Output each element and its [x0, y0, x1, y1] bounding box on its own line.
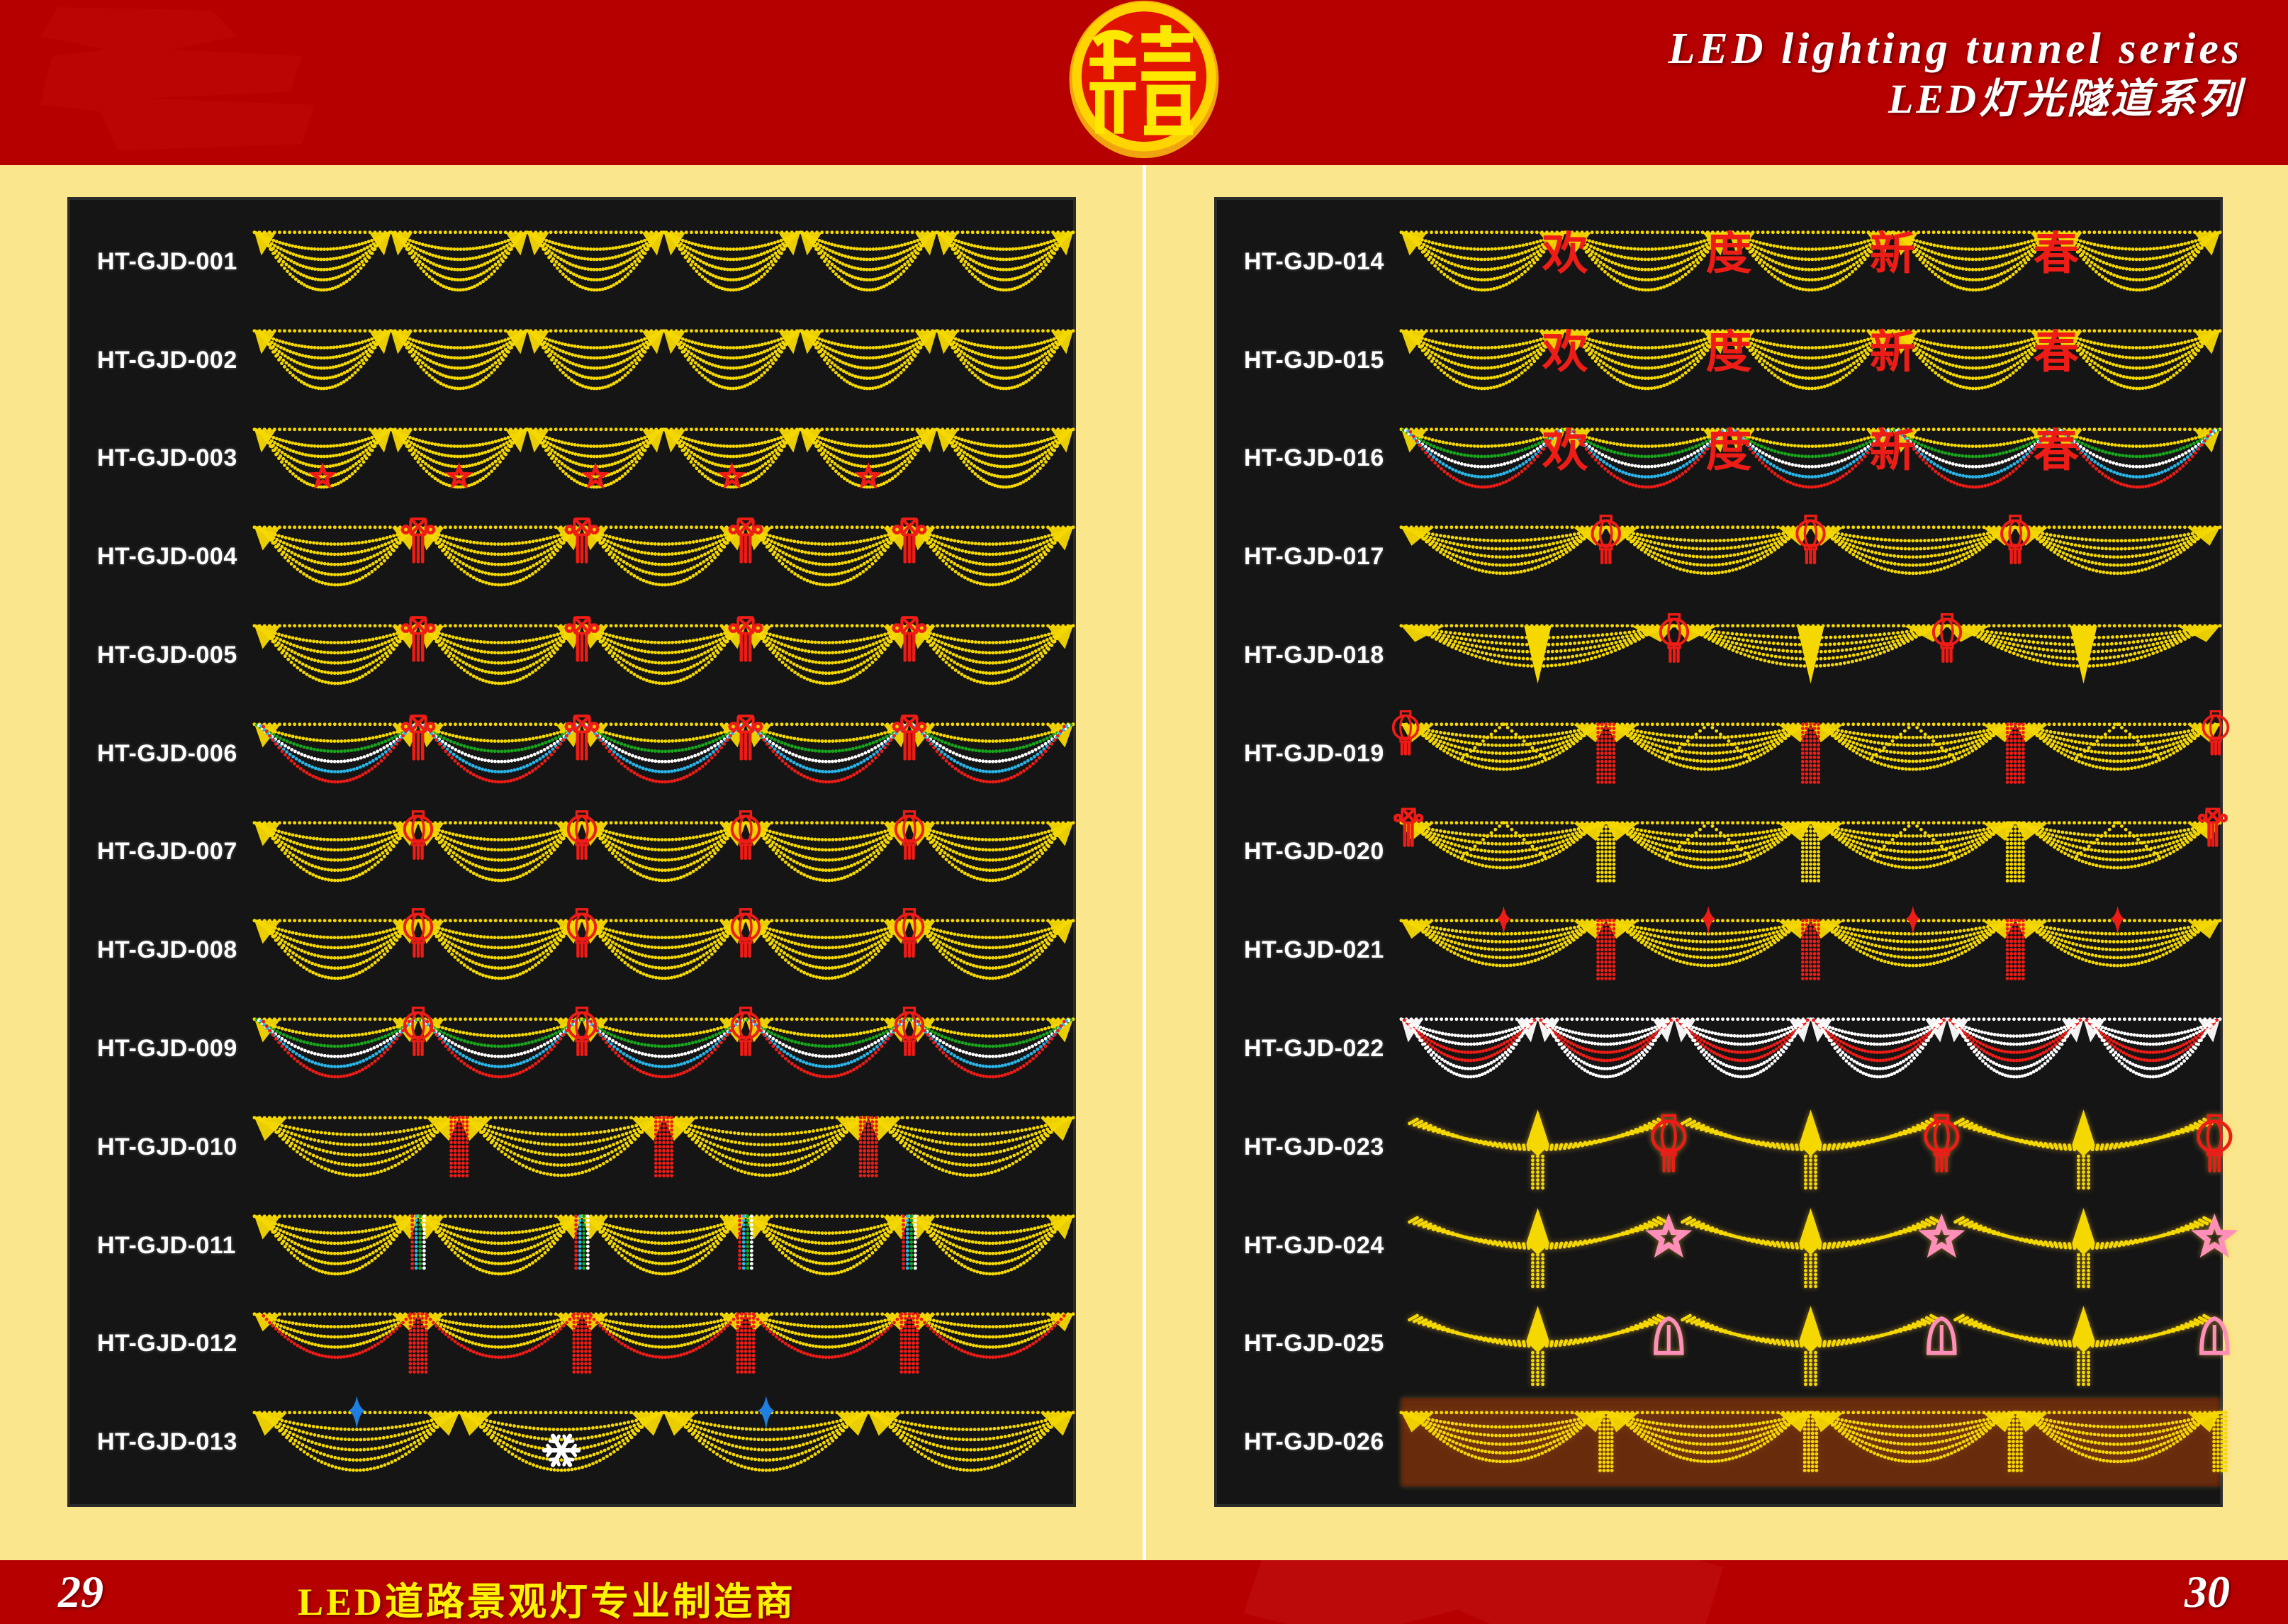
- led-motif-swag-plain: [252, 901, 1075, 999]
- product-code-label: HT-GJD-023: [1217, 1133, 1401, 1161]
- led-motif-swag-double: [252, 1294, 1075, 1393]
- catalog-row: HT-GJD-009: [70, 999, 1075, 1098]
- led-motif-wing-glow: [1401, 1294, 2230, 1393]
- product-code-label: HT-GJD-001: [70, 248, 254, 276]
- product-code-label: HT-GJD-018: [1217, 642, 1401, 669]
- product-code-label: HT-GJD-004: [70, 543, 254, 571]
- led-motif-swag-plain: [252, 213, 1075, 311]
- product-code-label: HT-GJD-016: [1217, 444, 1401, 472]
- led-motif-swag-wing: [1399, 606, 2222, 705]
- catalog-row: HT-GJD-024: [1217, 1197, 2238, 1295]
- product-code-label: HT-GJD-006: [70, 740, 254, 768]
- catalog-row: HT-GJD-001: [70, 213, 1075, 311]
- led-motif-swag-star: [1399, 901, 2222, 999]
- led-motif-swag-plain: [252, 803, 1075, 902]
- product-code-label: HT-GJD-021: [1217, 936, 1401, 964]
- right-catalog-panel: HT-GJD-014 欢度新春 HT-GJD-015 欢度新春 HT-GJD-016 欢度…: [1214, 197, 2238, 1507]
- page-divider: [1143, 165, 1146, 1560]
- product-code-label: HT-GJD-005: [70, 642, 254, 669]
- led-motif-swag-plain: [252, 410, 1075, 508]
- catalog-row: HT-GJD-003: [70, 410, 1075, 508]
- catalog-row: HT-GJD-013: [70, 1393, 1075, 1491]
- catalog-row: HT-GJD-005: [70, 606, 1075, 705]
- product-code-label: HT-GJD-008: [70, 936, 254, 964]
- product-code-label: HT-GJD-024: [1217, 1232, 1401, 1260]
- led-motif-swag-multicolor: 欢度新春: [1399, 410, 2222, 508]
- catalog-row: HT-GJD-020: [1217, 803, 2228, 902]
- product-code-label: HT-GJD-019: [1217, 740, 1401, 768]
- header-title-en: LED lighting tunnel series: [1669, 24, 2243, 75]
- led-motif-swag-plain: [252, 1393, 1075, 1491]
- led-motif-swag-wide: [252, 1197, 1075, 1295]
- catalog-row: HT-GJD-012: [70, 1294, 1075, 1393]
- page-footer: 29 LED道路景观灯专业制造商 30: [0, 1560, 2288, 1624]
- catalog-row: HT-GJD-017: [1217, 508, 2222, 606]
- page-number-right: 30: [2185, 1566, 2230, 1618]
- led-motif-swag-fan: [1391, 705, 2230, 803]
- product-code-label: HT-GJD-009: [70, 1035, 254, 1063]
- product-code-label: HT-GJD-010: [70, 1133, 254, 1161]
- catalog-row: HT-GJD-015 欢度新春: [1217, 311, 2222, 410]
- led-motif-wing-glow: [1401, 1098, 2233, 1197]
- product-code-label: HT-GJD-020: [1217, 838, 1401, 866]
- catalog-row: HT-GJD-007: [70, 803, 1075, 902]
- catalog-row: HT-GJD-014 欢度新春: [1217, 213, 2222, 311]
- led-motif-wing-glow: [1401, 1197, 2238, 1295]
- footer-slogan: LED道路景观灯专业制造商: [298, 1570, 796, 1624]
- led-motif-swag-wide: [252, 1098, 1075, 1197]
- catalog-row: HT-GJD-023: [1217, 1098, 2233, 1197]
- catalog-row: HT-GJD-010: [70, 1098, 1075, 1197]
- catalog-row: HT-GJD-021: [1217, 901, 2222, 999]
- catalog-row: HT-GJD-011: [70, 1197, 1075, 1295]
- header-watermark-graphic: [40, 7, 315, 151]
- product-code-label: HT-GJD-017: [1217, 543, 1401, 571]
- led-motif-swag-whitered: [1399, 999, 2222, 1098]
- catalog-row: HT-GJD-016 欢度新春: [1217, 410, 2222, 508]
- catalog-row: HT-GJD-022: [1217, 999, 2222, 1098]
- product-code-label: HT-GJD-014: [1217, 248, 1401, 276]
- catalog-row: HT-GJD-026: [1217, 1393, 2228, 1491]
- product-code-label: HT-GJD-026: [1217, 1428, 1401, 1456]
- led-motif-swag-multicolor: [252, 999, 1075, 1098]
- product-code-label: HT-GJD-011: [70, 1232, 254, 1260]
- led-motif-swag-plain: 欢度新春: [1399, 311, 2222, 410]
- catalog-row: HT-GJD-008: [70, 901, 1075, 999]
- product-code-label: HT-GJD-025: [1217, 1330, 1401, 1357]
- product-code-label: HT-GJD-003: [70, 444, 254, 472]
- product-code-label: HT-GJD-012: [70, 1330, 254, 1357]
- led-motif-swag-arch: [1399, 508, 2222, 606]
- page-header: LED lighting tunnel series LED灯光隧道系列: [0, 0, 2288, 165]
- led-motif-swag-plain: [252, 606, 1075, 705]
- led-motif-swag-plain: 欢度新春: [1399, 213, 2222, 311]
- footer-watermark-graphic: [1243, 1560, 1724, 1624]
- product-code-label: HT-GJD-015: [1217, 347, 1401, 374]
- left-catalog-panel: HT-GJD-001 HT-GJD-002 HT-GJD-003 HT-GJD-004…: [67, 197, 1076, 1507]
- product-code-label: HT-GJD-002: [70, 347, 254, 374]
- header-title-block: LED lighting tunnel series LED灯光隧道系列: [1669, 24, 2243, 123]
- catalog-row: HT-GJD-004: [70, 508, 1075, 606]
- product-code-label: HT-GJD-022: [1217, 1035, 1401, 1063]
- catalog-row: HT-GJD-006: [70, 705, 1075, 803]
- led-motif-swag-fan: [1393, 803, 2228, 902]
- catalog-row: HT-GJD-018: [1217, 606, 2222, 705]
- led-motif-swag-plain: [252, 508, 1075, 606]
- led-motif-swag-multicolor: [252, 705, 1075, 803]
- catalog-row: HT-GJD-025: [1217, 1294, 2230, 1393]
- catalog-row: HT-GJD-002: [70, 311, 1075, 410]
- page-number-left: 29: [58, 1566, 103, 1618]
- product-code-label: HT-GJD-013: [70, 1428, 254, 1456]
- fu-character-medallion-icon: [1062, 0, 1226, 163]
- product-code-label: HT-GJD-007: [70, 838, 254, 866]
- catalog-row: HT-GJD-019: [1217, 705, 2230, 803]
- led-motif-swag-plain: [252, 311, 1075, 410]
- header-title-cn: LED灯光隧道系列: [1669, 75, 2243, 123]
- led-motif-swag-glow-strip: [1399, 1393, 2228, 1491]
